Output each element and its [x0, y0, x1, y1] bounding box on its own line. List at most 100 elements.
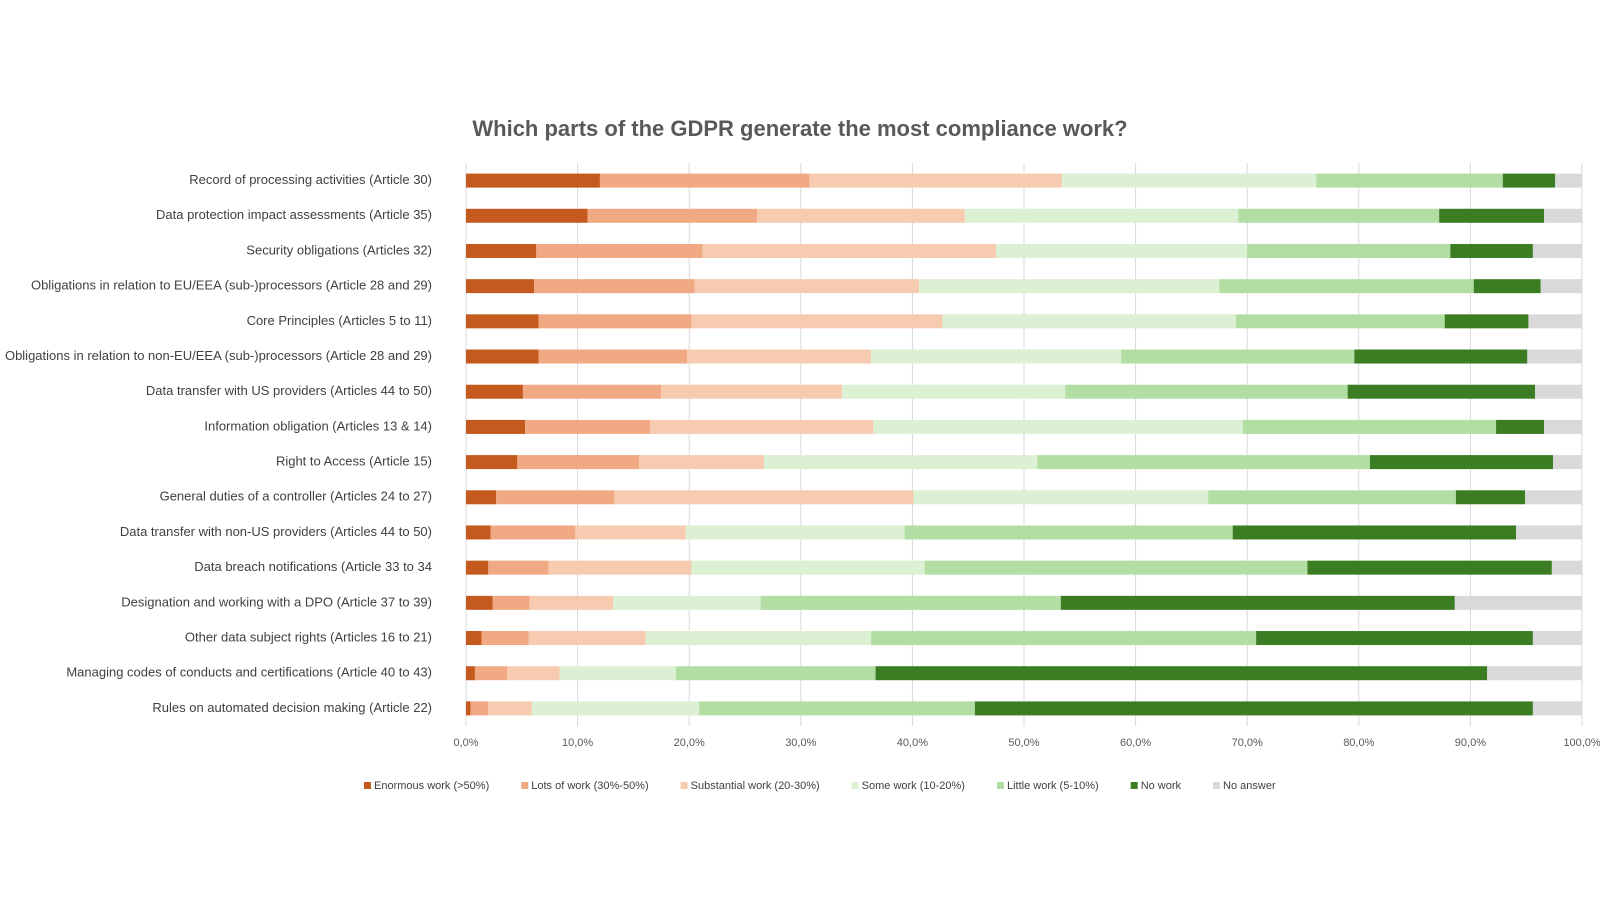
bar-segment	[496, 490, 615, 505]
bar-segment	[1532, 243, 1582, 258]
bar-segment	[1535, 384, 1582, 399]
bar-segment	[466, 349, 539, 364]
category-label: Other data subject rights (Articles 16 t…	[185, 629, 432, 644]
bar-segment	[763, 455, 1038, 470]
bar-segment	[809, 173, 1062, 188]
bar-segment	[1060, 595, 1455, 610]
bar-segment	[645, 631, 872, 646]
legend-label: Substantial work (20-30%)	[691, 780, 820, 792]
bar-segment	[1540, 279, 1582, 294]
bar-segment	[1247, 243, 1451, 258]
bar-segment	[538, 314, 692, 329]
bar-segment	[871, 349, 1122, 364]
bar-segment	[466, 243, 537, 258]
bar-segment	[661, 384, 843, 399]
category-label: Data protection impact assessments (Arti…	[156, 207, 432, 222]
x-tick-label: 30,0%	[785, 737, 816, 749]
bar-segment	[1454, 595, 1582, 610]
category-label: Data transfer with non-US providers (Art…	[120, 524, 432, 539]
legend-swatch	[364, 782, 371, 789]
bar-segment	[466, 701, 471, 716]
bar-segment	[694, 279, 920, 294]
bar-segment	[613, 595, 761, 610]
x-tick-label: 40,0%	[897, 737, 928, 749]
bar-segment	[1236, 314, 1445, 329]
bar-segment	[1316, 173, 1503, 188]
category-label: Security obligations (Articles 32)	[246, 242, 432, 257]
bar-segment	[587, 208, 758, 223]
bar-segment	[1238, 208, 1440, 223]
bar-segment	[964, 208, 1239, 223]
bar-segment	[466, 525, 491, 540]
chart-title: Which parts of the GDPR generate the mos…	[472, 116, 1127, 141]
bar-segment	[531, 701, 700, 716]
legend-label: Some work (10-20%)	[862, 780, 965, 792]
bar-segment	[1455, 490, 1526, 505]
bar-segment	[1065, 384, 1348, 399]
bar-segment	[757, 208, 965, 223]
bar-segment	[466, 208, 588, 223]
bar-segment	[522, 384, 662, 399]
bar-segment	[1525, 490, 1582, 505]
bar-segment	[528, 631, 646, 646]
bar-segment	[996, 243, 1248, 258]
bar-segment	[1528, 314, 1582, 329]
bar-segment	[1347, 384, 1536, 399]
bar-segment	[466, 490, 497, 505]
bar-segment	[924, 560, 1308, 575]
bar-segment	[517, 455, 639, 470]
bar-segment	[942, 314, 1237, 329]
bar-segment	[875, 666, 1488, 681]
bar-segment	[466, 279, 535, 294]
bar-segment	[488, 701, 532, 716]
category-label: Obligations in relation to non-EU/EEA (s…	[5, 348, 432, 363]
bar-segment	[1532, 631, 1582, 646]
bar-segment	[1555, 173, 1582, 188]
bar-segment	[481, 631, 529, 646]
bar-segment	[1121, 349, 1355, 364]
bar-segment	[488, 560, 549, 575]
bar-segment	[466, 560, 489, 575]
bar-segment	[490, 525, 576, 540]
bar-segment	[548, 560, 692, 575]
bar-segment	[702, 243, 997, 258]
bar-segment	[919, 279, 1220, 294]
bar-segment	[507, 666, 560, 681]
bar-segment	[675, 666, 876, 681]
bar-segment	[474, 666, 508, 681]
bar-segment	[559, 666, 676, 681]
bar-segment	[536, 243, 703, 258]
bar-segment	[1208, 490, 1456, 505]
bar-segment	[1061, 173, 1317, 188]
bar-segment	[1516, 525, 1582, 540]
bar-segment	[1307, 560, 1552, 575]
bar-segment	[1037, 455, 1370, 470]
bar-segment	[873, 419, 1243, 434]
legend-label: No work	[1141, 780, 1182, 792]
bar-segment	[1527, 349, 1582, 364]
bar-segment	[1256, 631, 1533, 646]
bar-segment	[1439, 208, 1545, 223]
bar-segment	[974, 701, 1533, 716]
bar-segment	[1552, 455, 1582, 470]
legend-swatch	[1130, 782, 1138, 789]
legend-label: No answer	[1223, 780, 1276, 792]
x-tick-label: 60,0%	[1120, 737, 1151, 749]
legend-label: Lots of work (30%-50%)	[531, 780, 648, 792]
bar-segment	[842, 384, 1066, 399]
bar-segment	[466, 384, 523, 399]
bar-segment	[1369, 455, 1553, 470]
bar-segment	[466, 595, 493, 610]
category-label: Managing codes of conducts and certifica…	[66, 665, 432, 680]
bar-segment	[1219, 279, 1474, 294]
x-tick-label: 50,0%	[1008, 737, 1039, 749]
bar-segment	[466, 314, 539, 329]
category-label: General duties of a controller (Articles…	[160, 489, 432, 504]
bar-segment	[650, 419, 874, 434]
category-label: Record of processing activities (Article…	[189, 172, 432, 187]
bar-segment	[760, 595, 1061, 610]
bar-segment	[614, 490, 914, 505]
x-tick-label: 80,0%	[1343, 737, 1374, 749]
bar-segment	[529, 595, 614, 610]
bar-segment	[466, 419, 526, 434]
